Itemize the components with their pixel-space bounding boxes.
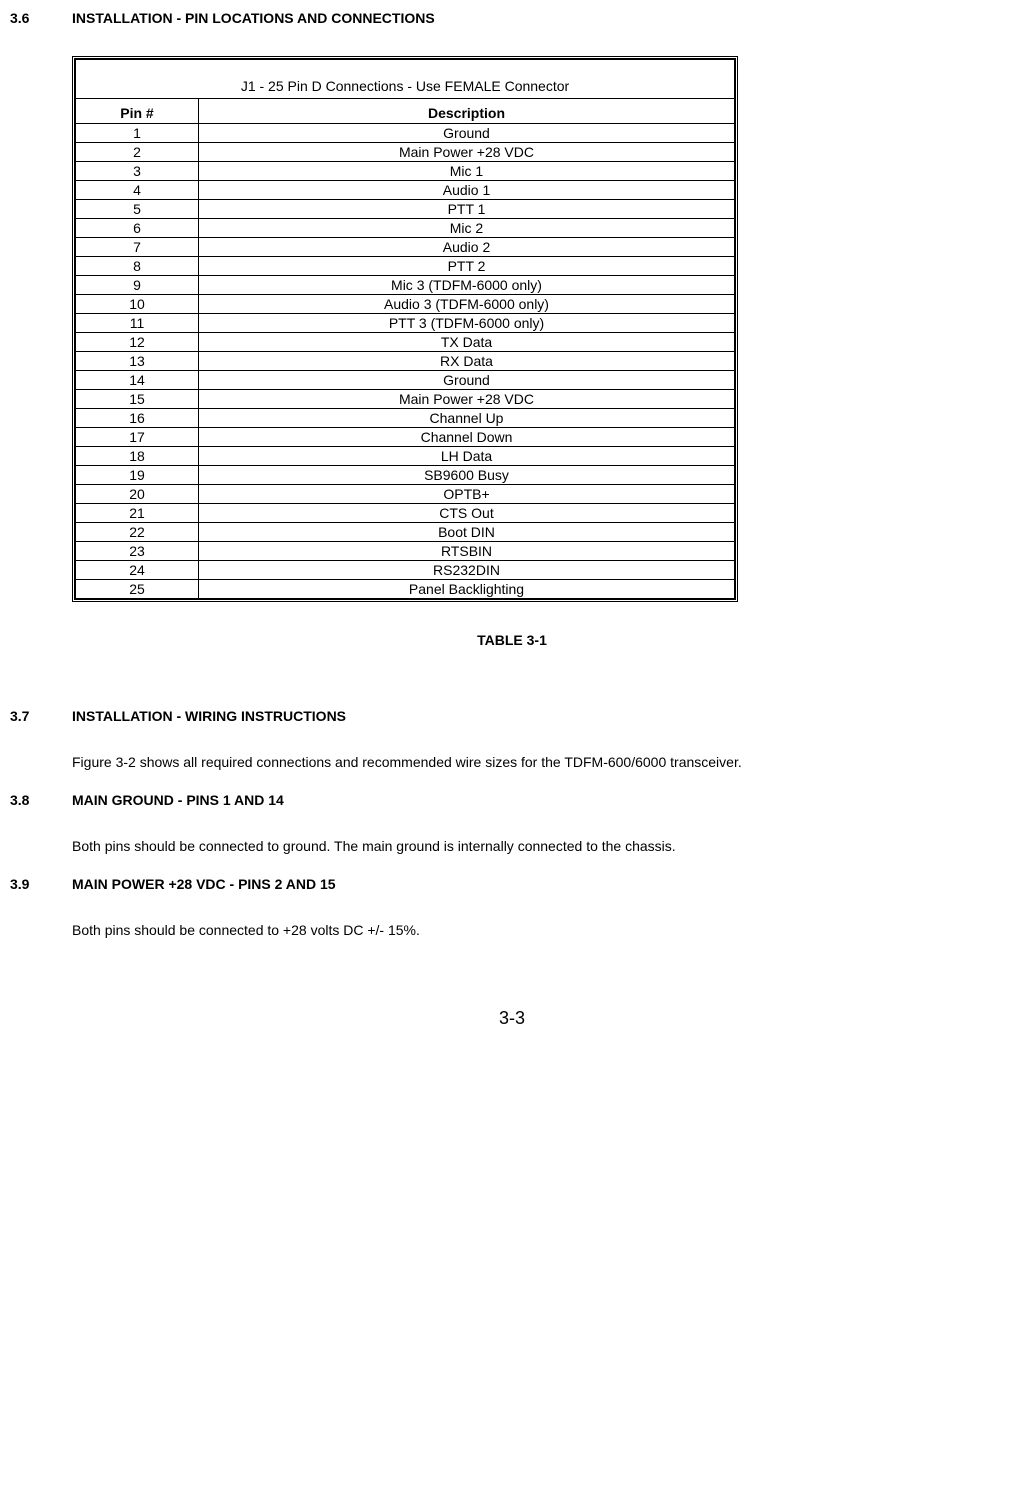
table-row: 2Main Power +28 VDC <box>76 143 735 162</box>
table-row: 17Channel Down <box>76 428 735 447</box>
section-title: INSTALLATION - PIN LOCATIONS AND CONNECT… <box>72 10 435 26</box>
table-header-pin: Pin # <box>76 99 199 124</box>
pin-cell: 2 <box>76 143 199 162</box>
table-title: J1 - 25 Pin D Connections - Use FEMALE C… <box>76 60 735 99</box>
section-number: 3.8 <box>10 792 72 808</box>
section-3-9-heading: 3.9 MAIN POWER +28 VDC - PINS 2 AND 15 <box>10 876 1014 892</box>
table-row: 14Ground <box>76 371 735 390</box>
section-title: MAIN GROUND - PINS 1 AND 14 <box>72 792 284 808</box>
pin-cell: 20 <box>76 485 199 504</box>
pin-cell: 5 <box>76 200 199 219</box>
desc-cell: CTS Out <box>199 504 735 523</box>
desc-cell: Mic 3 (TDFM-6000 only) <box>199 276 735 295</box>
desc-cell: Mic 1 <box>199 162 735 181</box>
pin-cell: 25 <box>76 580 199 599</box>
pin-cell: 17 <box>76 428 199 447</box>
section-number: 3.9 <box>10 876 72 892</box>
section-3-6-heading: 3.6 INSTALLATION - PIN LOCATIONS AND CON… <box>10 10 1014 26</box>
pin-cell: 12 <box>76 333 199 352</box>
desc-cell: TX Data <box>199 333 735 352</box>
section-title: MAIN POWER +28 VDC - PINS 2 AND 15 <box>72 876 336 892</box>
table-row: 21CTS Out <box>76 504 735 523</box>
desc-cell: Main Power +28 VDC <box>199 143 735 162</box>
desc-cell: PTT 3 (TDFM-6000 only) <box>199 314 735 333</box>
desc-cell: LH Data <box>199 447 735 466</box>
pin-cell: 11 <box>76 314 199 333</box>
pin-cell: 13 <box>76 352 199 371</box>
desc-cell: RTSBIN <box>199 542 735 561</box>
table-row: 19SB9600 Busy <box>76 466 735 485</box>
table-header-desc: Description <box>199 99 735 124</box>
pin-cell: 21 <box>76 504 199 523</box>
section-number: 3.6 <box>10 10 72 26</box>
table-row: 15Main Power +28 VDC <box>76 390 735 409</box>
desc-cell: Channel Down <box>199 428 735 447</box>
desc-cell: Audio 1 <box>199 181 735 200</box>
table-row: 25Panel Backlighting <box>76 580 735 599</box>
table-row: 6Mic 2 <box>76 219 735 238</box>
pin-connections-table: J1 - 25 Pin D Connections - Use FEMALE C… <box>75 59 735 599</box>
section-title: INSTALLATION - WIRING INSTRUCTIONS <box>72 708 346 724</box>
table-row: 3Mic 1 <box>76 162 735 181</box>
table-row: 16Channel Up <box>76 409 735 428</box>
table-row: 12TX Data <box>76 333 735 352</box>
pin-cell: 18 <box>76 447 199 466</box>
desc-cell: PTT 2 <box>199 257 735 276</box>
table-row: 22Boot DIN <box>76 523 735 542</box>
pin-cell: 6 <box>76 219 199 238</box>
desc-cell: OPTB+ <box>199 485 735 504</box>
pin-cell: 19 <box>76 466 199 485</box>
pin-cell: 14 <box>76 371 199 390</box>
desc-cell: Main Power +28 VDC <box>199 390 735 409</box>
pin-cell: 1 <box>76 124 199 143</box>
pin-cell: 7 <box>76 238 199 257</box>
table-row: 9Mic 3 (TDFM-6000 only) <box>76 276 735 295</box>
pin-cell: 23 <box>76 542 199 561</box>
pin-cell: 8 <box>76 257 199 276</box>
table-row: 18LH Data <box>76 447 735 466</box>
desc-cell: RX Data <box>199 352 735 371</box>
table-caption: TABLE 3-1 <box>10 632 1014 648</box>
desc-cell: Ground <box>199 124 735 143</box>
table-row: 20OPTB+ <box>76 485 735 504</box>
page-number: 3-3 <box>10 1008 1014 1029</box>
desc-cell: Mic 2 <box>199 219 735 238</box>
desc-cell: SB9600 Busy <box>199 466 735 485</box>
section-3-7-body: Figure 3-2 shows all required connection… <box>72 754 1014 770</box>
table-row: 7Audio 2 <box>76 238 735 257</box>
table-row: 10Audio 3 (TDFM-6000 only) <box>76 295 735 314</box>
pin-cell: 15 <box>76 390 199 409</box>
desc-cell: Audio 2 <box>199 238 735 257</box>
pin-cell: 16 <box>76 409 199 428</box>
table-row: 4Audio 1 <box>76 181 735 200</box>
table-row: 1Ground <box>76 124 735 143</box>
table-row: 13RX Data <box>76 352 735 371</box>
desc-cell: RS232DIN <box>199 561 735 580</box>
pin-cell: 9 <box>76 276 199 295</box>
pin-cell: 22 <box>76 523 199 542</box>
table-row: 5PTT 1 <box>76 200 735 219</box>
section-3-7-heading: 3.7 INSTALLATION - WIRING INSTRUCTIONS <box>10 708 1014 724</box>
desc-cell: Audio 3 (TDFM-6000 only) <box>199 295 735 314</box>
desc-cell: Panel Backlighting <box>199 580 735 599</box>
desc-cell: PTT 1 <box>199 200 735 219</box>
section-3-9-body: Both pins should be connected to +28 vol… <box>72 922 1014 938</box>
section-3-8-heading: 3.8 MAIN GROUND - PINS 1 AND 14 <box>10 792 1014 808</box>
pin-cell: 4 <box>76 181 199 200</box>
desc-cell: Boot DIN <box>199 523 735 542</box>
table-row: 8PTT 2 <box>76 257 735 276</box>
section-number: 3.7 <box>10 708 72 724</box>
table-row: 11PTT 3 (TDFM-6000 only) <box>76 314 735 333</box>
section-3-8-body: Both pins should be connected to ground.… <box>72 838 1014 854</box>
table-row: 24RS232DIN <box>76 561 735 580</box>
table-row: 23RTSBIN <box>76 542 735 561</box>
desc-cell: Channel Up <box>199 409 735 428</box>
pin-table-container: J1 - 25 Pin D Connections - Use FEMALE C… <box>72 56 738 602</box>
pin-cell: 10 <box>76 295 199 314</box>
pin-cell: 3 <box>76 162 199 181</box>
pin-cell: 24 <box>76 561 199 580</box>
desc-cell: Ground <box>199 371 735 390</box>
